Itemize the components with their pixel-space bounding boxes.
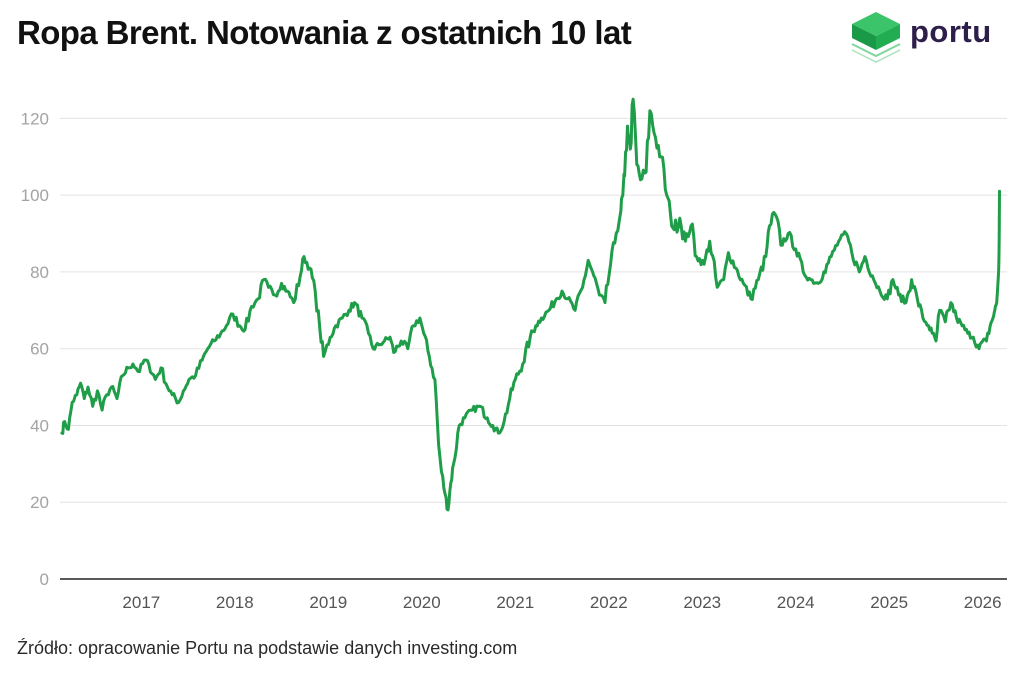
y-tick-label: 40 [30, 416, 49, 435]
y-tick-label: 120 [21, 109, 49, 128]
brent-price-series [60, 97, 1001, 512]
source-note: Źródło: opracowanie Portu na podstawie d… [17, 638, 518, 658]
x-tick-label: 2019 [309, 593, 347, 612]
grid-lines [60, 117, 1007, 503]
y-tick-label: 0 [40, 570, 49, 589]
chart-title: Ropa Brent. Notowania z ostatnich 10 lat [17, 14, 632, 51]
x-tick-label: 2026 [964, 593, 1002, 612]
x-tick-label: 2024 [777, 593, 815, 612]
y-tick-label: 80 [30, 263, 49, 282]
x-tick-label: 2018 [216, 593, 254, 612]
x-tick-label: 2020 [403, 593, 441, 612]
y-tick-label: 100 [21, 186, 49, 205]
y-tick-label: 20 [30, 493, 49, 512]
y-axis-ticks: 0 20 40 60 80 100 120 [21, 109, 49, 589]
x-tick-label: 2017 [122, 593, 160, 612]
x-tick-label: 2023 [683, 593, 721, 612]
x-tick-label: 2022 [590, 593, 628, 612]
x-axis-ticks: 2017 2018 2019 2020 2021 2022 2023 2024 2025 2026 [122, 593, 1001, 612]
portu-cube-icon [851, 12, 901, 63]
x-tick-label: 2021 [496, 593, 534, 612]
logo-wordmark: portu [910, 14, 992, 49]
y-tick-label: 60 [30, 340, 49, 359]
x-tick-label: 2025 [870, 593, 908, 612]
portu-logo[interactable]: portu [850, 10, 1010, 66]
